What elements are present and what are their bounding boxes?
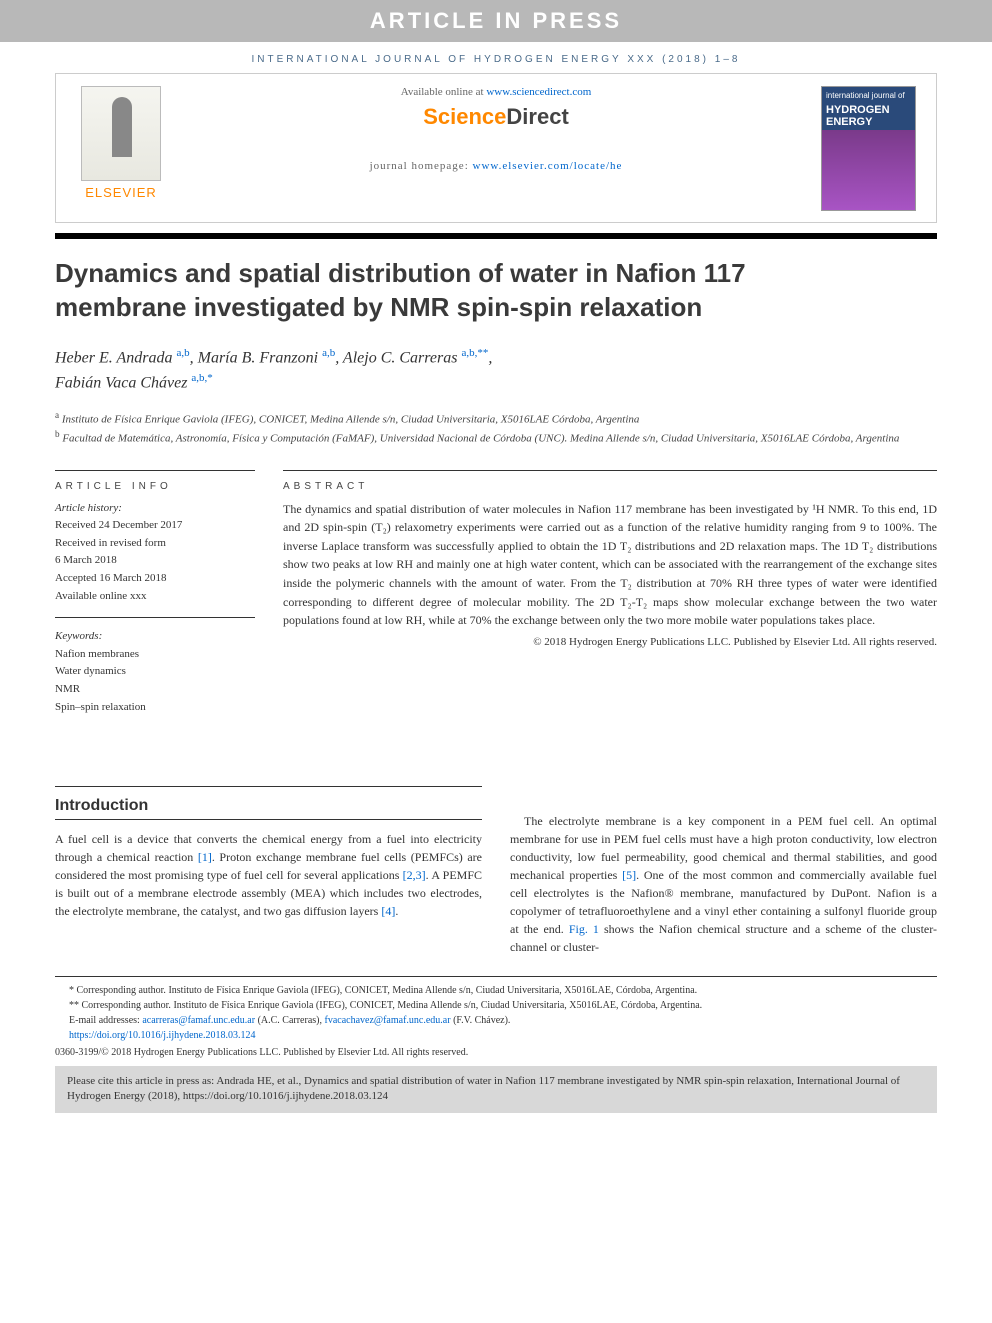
- corr2-text: Instituto de Física Enrique Gaviola (IFE…: [171, 1000, 702, 1011]
- col2-spacer: [510, 716, 937, 812]
- info-abstract-row: ARTICLE INFO Article history: Received 2…: [55, 470, 937, 717]
- elsevier-text: ELSEVIER: [76, 185, 166, 200]
- keywords-title: Keywords:: [55, 628, 255, 646]
- author-4: Fabián Vaca Chávez: [55, 374, 187, 391]
- affiliation-b: b Facultad de Matemática, Astronomía, Fí…: [55, 428, 937, 447]
- abstract-copyright: © 2018 Hydrogen Energy Publications LLC.…: [283, 636, 937, 648]
- author-2: María B. Franzoni: [198, 349, 318, 366]
- keywords-block: Keywords: Nafion membranes Water dynamic…: [55, 628, 255, 716]
- fig-1-link[interactable]: Fig. 1: [569, 922, 599, 936]
- sciencedirect-logo: ScienceDirect: [186, 104, 806, 130]
- article-title: Dynamics and spatial distribution of wat…: [55, 257, 755, 325]
- cover-main-2: ENERGY: [822, 116, 915, 128]
- abstract-header: ABSTRACT: [283, 470, 937, 500]
- cover-small-text: international journal of: [822, 87, 915, 104]
- author-2-aff[interactable]: a,b: [322, 347, 335, 359]
- info-divider: [55, 617, 255, 618]
- keyword-4: Spin–spin relaxation: [55, 699, 255, 717]
- doi-line: https://doi.org/10.1016/j.ijhydene.2018.…: [55, 1028, 937, 1043]
- corresponding-2: ** Corresponding author. Instituto de Fí…: [55, 998, 937, 1013]
- article-info-column: ARTICLE INFO Article history: Received 2…: [55, 470, 255, 717]
- corr1-label: * Corresponding author.: [69, 985, 166, 996]
- keyword-1: Nafion membranes: [55, 646, 255, 664]
- footnotes: * Corresponding author. Instituto de Fís…: [55, 976, 937, 1043]
- introduction-heading: Introduction: [55, 787, 482, 820]
- email-1-name: (A.C. Carreras),: [255, 1015, 324, 1026]
- homepage-prefix: journal homepage:: [370, 160, 473, 172]
- author-3-aff[interactable]: a,b,**: [461, 347, 488, 359]
- author-4-aff[interactable]: a,b,*: [191, 372, 212, 384]
- corr2-label: ** Corresponding author.: [69, 1000, 171, 1011]
- author-3: Alejo C. Carreras: [343, 349, 458, 366]
- ref-5-link[interactable]: [5]: [622, 868, 636, 882]
- intro-paragraph-1: A fuel cell is a device that converts th…: [55, 830, 482, 920]
- doi-link[interactable]: https://doi.org/10.1016/j.ijhydene.2018.…: [69, 1030, 255, 1041]
- online-date: Available online xxx: [55, 588, 255, 606]
- journal-reference: INTERNATIONAL JOURNAL OF HYDROGEN ENERGY…: [0, 42, 992, 73]
- black-bar-divider: [55, 233, 937, 239]
- history-title: Article history:: [55, 500, 255, 518]
- abstract-text: The dynamics and spatial distribution of…: [283, 500, 937, 630]
- cite-box: Please cite this article in press as: An…: [55, 1066, 937, 1113]
- elsevier-logo: ELSEVIER: [76, 86, 166, 200]
- affiliations: a Instituto de Física Enrique Gaviola (I…: [55, 409, 937, 447]
- authors-list: Heber E. Andrada a,b, María B. Franzoni …: [55, 345, 937, 396]
- ref-4-link[interactable]: [4]: [381, 904, 395, 918]
- article-in-press-banner: ARTICLE IN PRESS: [0, 0, 992, 42]
- journal-cover-thumbnail: international journal of HYDROGEN ENERGY: [821, 86, 916, 211]
- received-date: Received 24 December 2017: [55, 517, 255, 535]
- abstract-column: ABSTRACT The dynamics and spatial distri…: [283, 470, 937, 717]
- affiliation-a-text: Instituto de Física Enrique Gaviola (IFE…: [62, 414, 640, 426]
- ref-1-link[interactable]: [1]: [198, 850, 212, 864]
- email-label: E-mail addresses:: [69, 1015, 142, 1026]
- affiliation-b-text: Facultad de Matemática, Astronomía, Físi…: [62, 433, 899, 445]
- email-addresses: E-mail addresses: acarreras@famaf.unc.ed…: [55, 1013, 937, 1028]
- header-center: Available online at www.sciencedirect.co…: [76, 86, 916, 172]
- corr1-text: Instituto de Física Enrique Gaviola (IFE…: [166, 985, 697, 996]
- email-2-name: (F.V. Chávez).: [451, 1015, 511, 1026]
- issn-copyright: 0360-3199/© 2018 Hydrogen Energy Publica…: [55, 1047, 937, 1058]
- available-prefix: Available online at: [401, 86, 487, 98]
- keyword-3: NMR: [55, 681, 255, 699]
- homepage-link[interactable]: www.elsevier.com/locate/he: [473, 160, 623, 172]
- email-1-link[interactable]: acarreras@famaf.unc.edu.ar: [142, 1015, 255, 1026]
- article-info-header: ARTICLE INFO: [55, 470, 255, 500]
- body-col-right: The electrolyte membrane is a key compon…: [510, 716, 937, 956]
- author-1: Heber E. Andrada: [55, 349, 172, 366]
- accepted-date: Accepted 16 March 2018: [55, 570, 255, 588]
- journal-header-box: ELSEVIER international journal of HYDROG…: [55, 73, 937, 223]
- email-2-link[interactable]: fvacachavez@famaf.unc.edu.ar: [324, 1015, 450, 1026]
- sciencedirect-link[interactable]: www.sciencedirect.com: [486, 86, 591, 98]
- journal-homepage: journal homepage: www.elsevier.com/locat…: [186, 160, 806, 172]
- ref-23-link[interactable]: [2,3]: [403, 868, 426, 882]
- cover-main-1: HYDROGEN: [822, 104, 915, 116]
- revised-line1: Received in revised form: [55, 535, 255, 553]
- elsevier-tree-icon: [81, 86, 161, 181]
- keyword-2: Water dynamics: [55, 663, 255, 681]
- revised-line2: 6 March 2018: [55, 552, 255, 570]
- sciencedirect-text: ScienceDirect: [423, 104, 569, 129]
- intro-paragraph-2: The electrolyte membrane is a key compon…: [510, 812, 937, 956]
- available-online: Available online at www.sciencedirect.co…: [186, 86, 806, 98]
- author-1-aff[interactable]: a,b: [176, 347, 189, 359]
- body-col-left: Introduction A fuel cell is a device tha…: [55, 716, 482, 956]
- article-history-block: Article history: Received 24 December 20…: [55, 500, 255, 606]
- affiliation-a: a Instituto de Física Enrique Gaviola (I…: [55, 409, 937, 428]
- body-columns: Introduction A fuel cell is a device tha…: [55, 716, 937, 956]
- corresponding-1: * Corresponding author. Instituto de Fís…: [55, 983, 937, 998]
